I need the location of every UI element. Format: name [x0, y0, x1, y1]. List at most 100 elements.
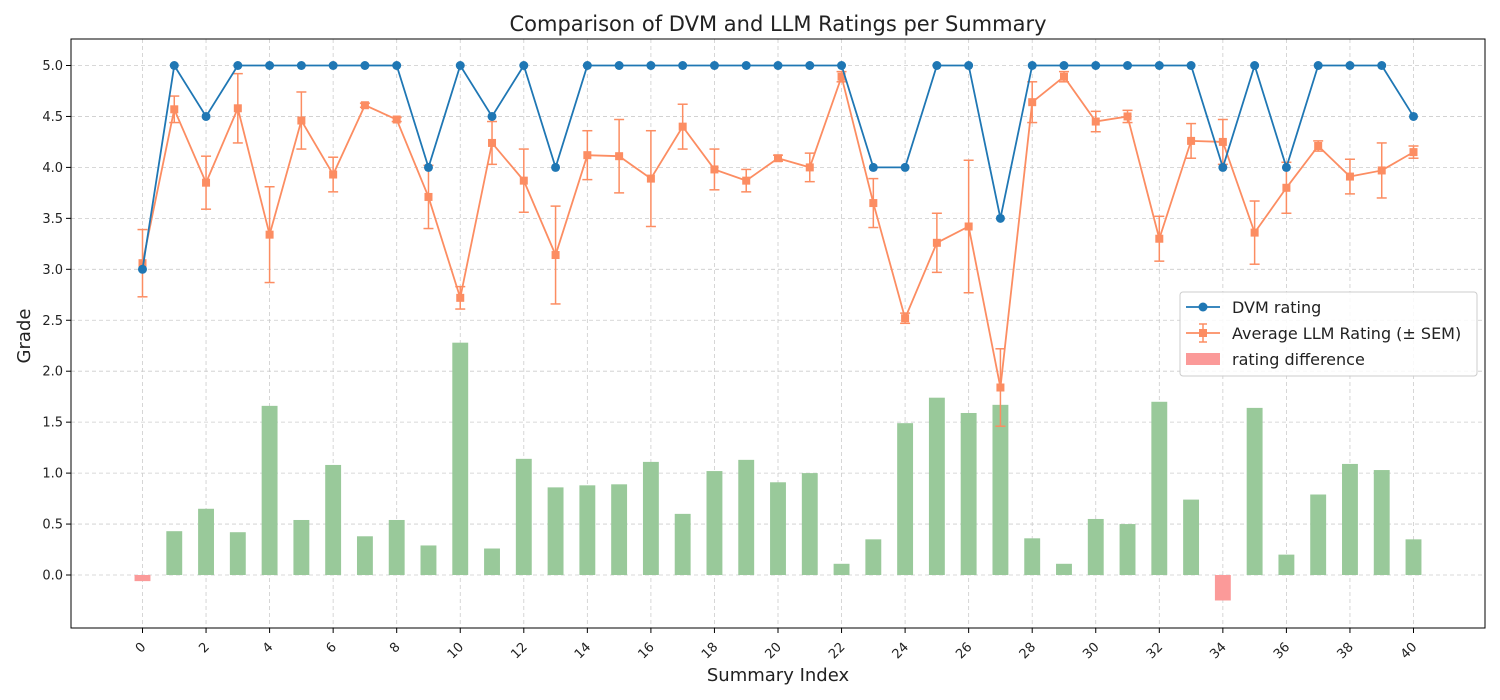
difference-bar: [420, 545, 437, 576]
x-tick-label: 40: [1398, 640, 1420, 662]
llm-rating-point: [583, 151, 592, 160]
legend-difference-label: rating difference: [1232, 350, 1365, 369]
difference-bar: [515, 458, 532, 576]
difference-bar: [166, 531, 183, 576]
x-tick-label: 8: [387, 640, 403, 656]
dvm-rating-point: [1250, 60, 1260, 70]
llm-rating-point: [964, 222, 973, 231]
difference-bar: [1405, 539, 1422, 576]
llm-rating-point: [297, 116, 306, 125]
dvm-rating-point: [519, 60, 529, 70]
llm-rating-point: [996, 383, 1005, 392]
difference-bar: [1278, 554, 1295, 576]
difference-bar: [261, 405, 278, 576]
y-tick-label: 2.5: [42, 314, 63, 329]
y-tick-label: 1.5: [42, 416, 63, 431]
llm-rating-point: [488, 138, 497, 147]
llm-rating-point: [1028, 98, 1037, 107]
llm-rating-point: [710, 165, 719, 174]
llm-rating-point: [1155, 234, 1164, 243]
dvm-rating-point: [487, 111, 497, 121]
bar-layer: [134, 342, 1422, 601]
dvm-rating-point: [1091, 60, 1101, 70]
x-tick-label: 6: [324, 640, 340, 656]
y-tick-label: 4.0: [42, 161, 63, 176]
x-tick-label: 12: [508, 640, 530, 662]
y-axis-label: Grade: [14, 309, 35, 364]
x-tick-label: 26: [953, 640, 975, 662]
dvm-rating-point: [995, 213, 1005, 223]
dvm-rating-point: [233, 60, 243, 70]
line-layer: [137, 60, 1419, 427]
legend-llm-marker: [1199, 329, 1207, 337]
difference-bar: [706, 471, 723, 576]
difference-bar: [198, 508, 214, 576]
llm-rating-point: [551, 251, 560, 260]
llm-rating-point: [170, 105, 179, 114]
difference-bar: [960, 412, 977, 576]
dvm-rating-point: [169, 60, 179, 70]
x-tick-label: 30: [1080, 640, 1102, 662]
dvm-rating-point: [741, 60, 751, 70]
dvm-rating-point: [328, 60, 338, 70]
llm-rating-point: [519, 176, 528, 185]
difference-bar: [1024, 538, 1041, 576]
axes-layer: 0 2 4 6 8 10 12 14 16 18 20 22 24 26 28 30 32 34 36 38 400.0…: [42, 38, 1486, 662]
difference-bar: [325, 464, 342, 576]
difference-bar: [865, 539, 882, 576]
difference-bar: [1310, 494, 1327, 576]
llm-rating-point: [932, 238, 941, 247]
difference-bar: [579, 485, 596, 576]
dvm-rating-point: [646, 60, 656, 70]
dvm-rating-point: [423, 162, 433, 172]
llm-rating-point: [424, 192, 433, 201]
difference-bar: [611, 484, 628, 576]
dvm-rating-point: [360, 60, 370, 70]
x-tick-label: 38: [1334, 640, 1356, 662]
dvm-rating-point: [1377, 60, 1387, 70]
x-tick-label: 18: [699, 640, 721, 662]
llm-rating-point: [392, 115, 401, 124]
difference-bar: [484, 548, 500, 576]
llm-rating-point: [1345, 172, 1354, 181]
llm-rating-point: [1059, 72, 1068, 81]
dvm-rating-point: [265, 60, 275, 70]
dvm-rating-point: [582, 60, 592, 70]
difference-bar: [1214, 575, 1231, 601]
llm-rating-point: [202, 178, 211, 187]
difference-bar: [833, 563, 850, 576]
dvm-rating-point: [455, 60, 465, 70]
llm-rating-point: [869, 199, 878, 208]
llm-rating-point: [1123, 112, 1132, 121]
dvm-rating-point: [1218, 162, 1228, 172]
x-tick-label: 22: [826, 640, 848, 662]
dvm-rating-point: [1313, 60, 1323, 70]
dvm-rating-point: [964, 60, 974, 70]
llm-rating-point: [615, 152, 624, 161]
x-tick-label: 0: [133, 640, 149, 656]
llm-rating-point: [1091, 117, 1100, 126]
llm-rating-point: [646, 174, 655, 183]
dvm-rating-point: [1186, 60, 1196, 70]
y-tick-label: 3.0: [42, 263, 63, 278]
difference-bar: [229, 532, 246, 576]
legend-box: [1179, 291, 1478, 377]
llm-rating-point: [138, 259, 147, 268]
legend-difference-swatch: [1186, 353, 1220, 365]
llm-rating-point: [233, 104, 242, 113]
y-tick-label: 1.0: [42, 467, 63, 482]
dvm-rating-point: [773, 60, 783, 70]
dvm-rating-point: [1059, 60, 1069, 70]
dvm-rating-point: [1345, 60, 1355, 70]
difference-bar: [801, 473, 818, 576]
difference-bar: [738, 459, 755, 576]
x-tick-label: 36: [1271, 640, 1293, 662]
y-tick-label: 0.5: [42, 518, 63, 533]
y-tick-label: 2.0: [42, 365, 63, 380]
difference-bar: [642, 461, 659, 576]
x-tick-label: 2: [196, 640, 212, 656]
difference-bar: [1056, 563, 1072, 576]
difference-bar: [1087, 518, 1104, 576]
